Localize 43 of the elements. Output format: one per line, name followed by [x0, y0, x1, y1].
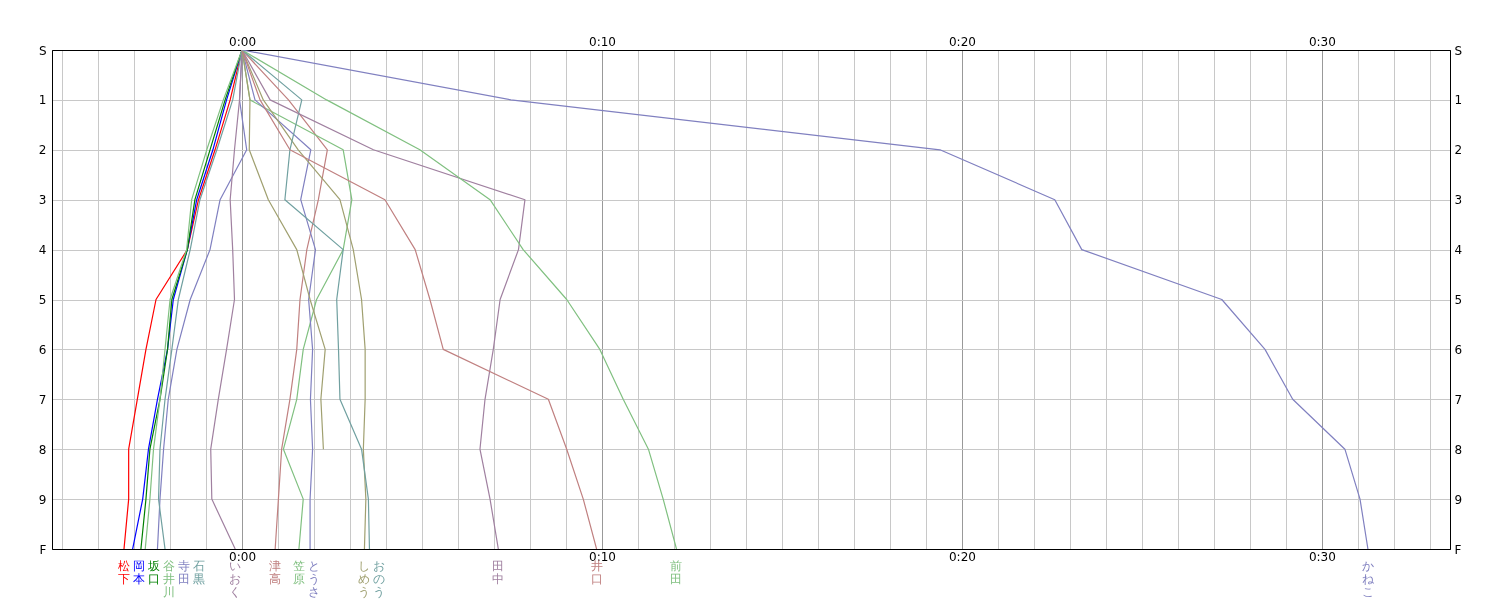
text: 石黒 [192, 559, 205, 586]
y-tick-label: 7 [38, 392, 47, 407]
text: 0:20 [948, 34, 976, 49]
y2-tick-label: S [1454, 43, 1463, 58]
y-tick-label: 3 [38, 193, 47, 208]
series-label: かねこ [1361, 559, 1375, 599]
series-label: 前田 [670, 559, 683, 586]
y2-tick-label: 7 [1454, 392, 1463, 407]
y-tick-label: 6 [38, 342, 47, 357]
y-tick-label: F [39, 542, 47, 557]
series-label: おのう [373, 559, 386, 599]
series-label: 笠原 [292, 559, 305, 586]
series-label: 谷井川 [162, 559, 175, 599]
text: 0:10 [589, 34, 616, 49]
x-tick-label: 0:20 [948, 549, 976, 564]
y-tick-label: 8 [38, 442, 47, 457]
y-tick-label: 2 [38, 143, 47, 158]
series-label: しめう [358, 559, 371, 599]
series-label: とうさ [307, 559, 320, 599]
y-tick-label: 1 [38, 93, 47, 108]
y2-tick-label: F [1454, 542, 1462, 557]
y2-tick-label: 6 [1454, 342, 1463, 357]
y2-tick-label: 4 [1454, 243, 1463, 258]
series-label: 松下 [117, 559, 130, 586]
series-label: 坂口 [146, 559, 160, 586]
text: 0:30 [1308, 34, 1336, 49]
y2-tick-label: 5 [1454, 293, 1463, 307]
series-label: 田中 [492, 559, 505, 586]
y-tick-label: 9 [38, 492, 47, 507]
y2-tick-label: 3 [1454, 193, 1463, 208]
text: 0:00 [229, 34, 257, 49]
y2-tick-label: 8 [1454, 442, 1463, 457]
x-tick-label: 0:00 [229, 549, 257, 564]
y-tick-label: 4 [38, 243, 47, 258]
series-label: 岡本 [132, 559, 145, 586]
x-tick-label: 0:30 [1308, 549, 1336, 564]
y2-tick-label: 9 [1454, 492, 1463, 507]
series-label: 寺田 [177, 559, 190, 586]
y-tick-label: 5 [38, 293, 47, 307]
y-tick-label: S [38, 43, 47, 58]
y2-tick-label: 2 [1454, 143, 1463, 158]
series-label: 津高 [269, 559, 282, 586]
y2-tick-label: 1 [1454, 93, 1463, 108]
